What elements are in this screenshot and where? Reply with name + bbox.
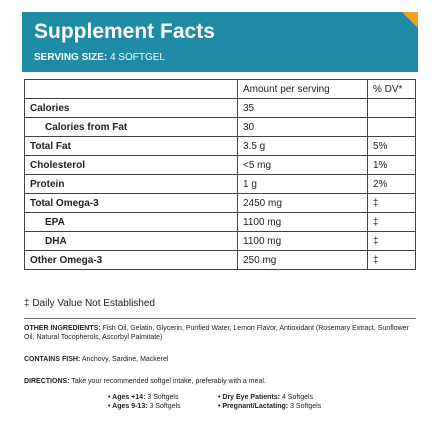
row: EPA 1100 mg ‡ (24, 212, 416, 232)
footnote: ‡ Daily Value Not Established (24, 298, 155, 309)
header-row: Amount per serving% DV* (24, 79, 416, 99)
serving-size: SERVING SIZE: 4 SOFTGEL (34, 52, 165, 63)
text: Anchovy, Sardine, Mackerel (81, 356, 169, 363)
nutrient: EPA (24, 212, 238, 232)
bullet-text: 4 Softgels (281, 394, 314, 401)
label: OTHER INGREDIENTS: (24, 325, 101, 332)
bullet-label: • Pregnant/Lactating: (218, 403, 289, 410)
dv (367, 98, 416, 118)
amount: 250 mg (237, 250, 368, 270)
contains-fish: CONTAINS FISH: Anchovy, Sardine, Mackere… (24, 355, 416, 364)
text: Take your recommended softgel intake, pr… (71, 378, 266, 385)
amount: 1100 mg (237, 212, 368, 232)
nutrient: Other Omega-3 (24, 250, 238, 270)
title: Supplement Facts (34, 20, 215, 43)
nutrient: Protein (24, 174, 238, 194)
bullet-label: • Dry Eye Patients: (218, 394, 280, 401)
bullet-label: • Ages +14: (108, 394, 146, 401)
amount: 1 g (237, 174, 368, 194)
row: Total Omega-3 2450 mg ‡ (24, 193, 416, 213)
nutrient: Calories from Fat (24, 117, 238, 137)
dv: 2% (367, 174, 416, 194)
dv: ‡ (367, 193, 416, 213)
nutrient: Cholesterol (24, 155, 238, 175)
directions: DIRECTIONS: Take your recommended softge… (24, 377, 416, 386)
dv: 1% (367, 155, 416, 175)
header-banner: Supplement Facts SERVING SIZE: 4 SOFTGEL (22, 12, 418, 72)
bullet: • Dry Eye Patients: 4 Softgels (218, 394, 313, 402)
nutrient: Total Omega-3 (24, 193, 238, 213)
cell: % DV* (367, 79, 416, 99)
amount: 30 (237, 117, 368, 137)
row: Calories from Fat 30 (24, 117, 416, 137)
amount: 35 (237, 98, 368, 118)
cell: Amount per serving (237, 79, 368, 99)
serving-value: 4 SOFTGEL (109, 52, 165, 63)
row: Cholesterol <5 mg 1% (24, 155, 416, 175)
nutrient: DHA (24, 231, 238, 251)
row: Calories 35 (24, 98, 416, 118)
row: Other Omega-3 250 mg ‡ (24, 250, 416, 270)
row: Protein 1 g 2% (24, 174, 416, 194)
separator (24, 318, 416, 319)
dv: 5% (367, 136, 416, 156)
bullet: • Pregnant/Lactating: 3 Softgels (218, 403, 321, 411)
dv: ‡ (367, 231, 416, 251)
amount: <5 mg (237, 155, 368, 175)
dv: ‡ (367, 212, 416, 232)
amount: 1100 mg (237, 231, 368, 251)
facts-table: Amount per serving% DV* Calories 35 Calorie… (24, 79, 416, 270)
amount: 3.5 g (237, 136, 368, 156)
nutrient: Total Fat (24, 136, 238, 156)
bullet-text: 3 Softgels (290, 403, 322, 410)
serving-label: SERVING SIZE: (34, 52, 108, 63)
row: DHA 1100 mg ‡ (24, 231, 416, 251)
dv: ‡ (367, 250, 416, 270)
bullet: • Ages 9-13: 3 Softgels (108, 403, 181, 411)
text: Fish Oil, Gelatin, Glycerin, Purified Wa… (24, 325, 409, 341)
row: Total Fat 3.5 g 5% (24, 136, 416, 156)
bullet: • Ages +14: 3 Softgels (108, 394, 179, 402)
bullet-text: 3 Softgels (149, 403, 181, 410)
corner-accent (402, 12, 418, 28)
other-ingredients: OTHER INGREDIENTS: Fish Oil, Gelatin, Gl… (24, 324, 416, 342)
amount: 2450 mg (237, 193, 368, 213)
dv (367, 117, 416, 137)
label: CONTAINS FISH: (24, 356, 81, 363)
bullet-label: • Ages 9-13: (108, 403, 148, 410)
label: DIRECTIONS: (24, 378, 70, 385)
cell (24, 79, 238, 99)
nutrient: Calories (24, 98, 238, 118)
bullet-text: 3 Softgels (147, 394, 179, 401)
